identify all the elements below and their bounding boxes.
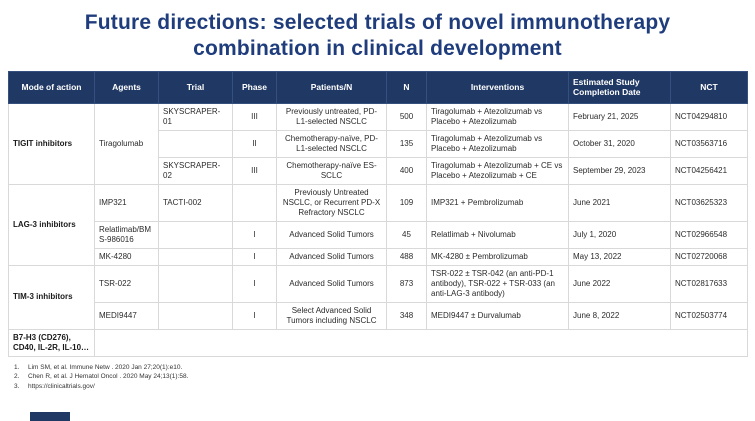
table-row: Relatlimab/BMS-986016 I Advanced Solid T…: [9, 220, 748, 249]
col-header-nct: NCT: [670, 70, 748, 104]
cell-interventions: Tiragolumab + Atezolizumab vs Placebo + …: [426, 129, 569, 158]
cell-phase: I: [232, 220, 277, 249]
reference-text: https://clinicaltrials.gov/: [28, 382, 95, 390]
table-row: TIGIT inhibitors Tiragolumab SKYSCRAPER-…: [8, 102, 748, 185]
col-header-phase: Phase: [232, 70, 277, 104]
cell-phase: I: [232, 301, 277, 330]
reference-item: 2. Chen R, et al. J Hematol Oncol . 2020…: [14, 372, 755, 381]
cell-date: June 2022: [568, 264, 671, 303]
cell-patients: Chemotherapy-naïve ES-SCLC: [276, 156, 387, 185]
cell-n: 873: [386, 264, 427, 303]
cell-nct: NCT02503774: [670, 301, 748, 330]
cell-patients: Advanced Solid Tumors: [276, 264, 387, 303]
cell-agent: MEDI9447: [94, 301, 159, 330]
cell-n: 109: [386, 183, 427, 222]
cell-mode: B7-H3 (CD276), CD40, IL-2R, IL-10…: [8, 328, 95, 357]
col-header-n: N: [386, 70, 427, 104]
cell-date: February 21, 2025: [568, 102, 671, 131]
cell-phase: II: [232, 129, 277, 158]
cell-date: June 2021: [568, 183, 671, 222]
col-header-mode-of-action: Mode of action: [8, 70, 95, 104]
cell-patients: Advanced Solid Tumors: [276, 220, 387, 249]
cell-agent: IMP321: [94, 183, 159, 222]
table-row: B7-H3 (CD276), CD40, IL-2R, IL-10…: [8, 328, 748, 357]
cell-date: June 8, 2022: [568, 301, 671, 330]
cell-date: October 31, 2020: [568, 129, 671, 158]
col-header-trial: Trial: [158, 70, 233, 104]
cell-interventions: IMP321 + Pembrolizumab: [426, 183, 569, 222]
table-row: LAG-3 inhibitors IMP321 TACTI-002 Previo…: [8, 183, 748, 266]
cell-nct: NCT02817633: [670, 264, 748, 303]
cell-patients: Previously Untreated NSCLC, or Recurrent…: [276, 183, 387, 222]
cell-date: July 1, 2020: [568, 220, 671, 249]
reference-text: Lim SM, et al. Immune Netw . 2020 Jan 27…: [28, 363, 183, 371]
cell-trial: [158, 264, 233, 303]
cell-agent: TSR-022: [94, 264, 159, 303]
cell-nct: NCT02720068: [670, 247, 748, 266]
reference-number: 1.: [14, 363, 20, 371]
table-row: MEDI9447 I Select Advanced Solid Tumors …: [9, 301, 748, 330]
col-header-interventions: Interventions: [426, 70, 569, 104]
trials-table: Mode of action Agents Trial Phase Patien…: [8, 70, 748, 357]
col-header-patients: Patients/N: [276, 70, 387, 104]
reference-text: Chen R, et al. J Hematol Oncol . 2020 Ma…: [28, 373, 189, 381]
cell-date: September 29, 2023: [568, 156, 671, 185]
cell-trial: [158, 129, 233, 158]
cell-n: 348: [386, 301, 427, 330]
table-row: MK-4280 I Advanced Solid Tumors 488 MK-4…: [9, 247, 748, 266]
cell-interventions: MK-4280 ± Pembrolizumab: [426, 247, 569, 266]
table-row: II Chemotherapy-naïve, PD-L1-selected NS…: [9, 129, 748, 158]
cell-interventions: TSR-022 ± TSR-042 (an anti-PD-1 antibody…: [426, 264, 569, 303]
cell-n: 500: [386, 102, 427, 131]
cell-nct: NCT03625323: [670, 183, 748, 222]
cell-patients: Select Advanced Solid Tumors including N…: [276, 301, 387, 330]
cell-agent: Relatlimab/BMS-986016: [94, 220, 159, 249]
cell-date: May 13, 2022: [568, 247, 671, 266]
cell-patients: Chemotherapy-naïve, PD-L1-selected NSCLC: [276, 129, 387, 158]
cell-n: 400: [386, 156, 427, 185]
page-title: Future directions: selected trials of no…: [84, 11, 671, 61]
cell-phase: III: [232, 156, 277, 185]
cell-trial: SKYSCRAPER-01: [158, 102, 233, 131]
cell-nct: NCT02966548: [670, 220, 748, 249]
cell-mode: TIGIT inhibitors: [8, 102, 95, 185]
reference-number: 3.: [14, 382, 20, 390]
slide-corner-decoration: [30, 412, 70, 421]
cell-n: 488: [386, 247, 427, 266]
cell-trial: [158, 247, 233, 266]
cell-interventions: MEDI9447 ± Durvalumab: [426, 301, 569, 330]
cell-interventions: Tiragolumab + Atezolizumab + CE vs Place…: [426, 156, 569, 185]
cell-trial: [158, 301, 233, 330]
reference-number: 2.: [14, 373, 20, 381]
cell-patients: Previously untreated, PD-L1-selected NSC…: [276, 102, 387, 131]
cell-mode: TIM-3 inhibitors: [8, 264, 95, 330]
col-header-agents: Agents: [94, 70, 159, 104]
table-header-row: Mode of action Agents Trial Phase Patien…: [8, 70, 748, 104]
cell-n: 135: [386, 129, 427, 158]
cell-interventions: Relatlimab + Nivolumab: [426, 220, 569, 249]
cell-trial: SKYSCRAPER-02: [158, 156, 233, 185]
reference-item: 3. https://clinicaltrials.gov/: [14, 382, 755, 391]
cell-interventions: Tiragolumab + Atezolizumab vs Placebo + …: [426, 102, 569, 131]
empty-cell: [94, 328, 748, 357]
references: 1. Lim SM, et al. Immune Netw . 2020 Jan…: [14, 363, 755, 391]
cell-n: 45: [386, 220, 427, 249]
cell-patients: Advanced Solid Tumors: [276, 247, 387, 266]
cell-nct: NCT04294810: [670, 102, 748, 131]
cell-phase: I: [232, 264, 277, 303]
col-header-completion-date: Estimated Study Completion Date: [568, 70, 671, 104]
cell-mode: LAG-3 inhibitors: [8, 183, 95, 266]
cell-trial: TACTI-002: [158, 183, 233, 222]
cell-phase: I: [232, 247, 277, 266]
table-row: TIM-3 inhibitors TSR-022 I Advanced Soli…: [8, 264, 748, 330]
cell-nct: NCT04256421: [670, 156, 748, 185]
cell-phase: [232, 183, 277, 222]
cell-trial: [158, 220, 233, 249]
cell-agent: Tiragolumab: [94, 102, 159, 185]
cell-nct: NCT03563716: [670, 129, 748, 158]
cell-agent: MK-4280: [94, 247, 159, 266]
reference-item: 1. Lim SM, et al. Immune Netw . 2020 Jan…: [14, 363, 755, 372]
cell-phase: III: [232, 102, 277, 131]
